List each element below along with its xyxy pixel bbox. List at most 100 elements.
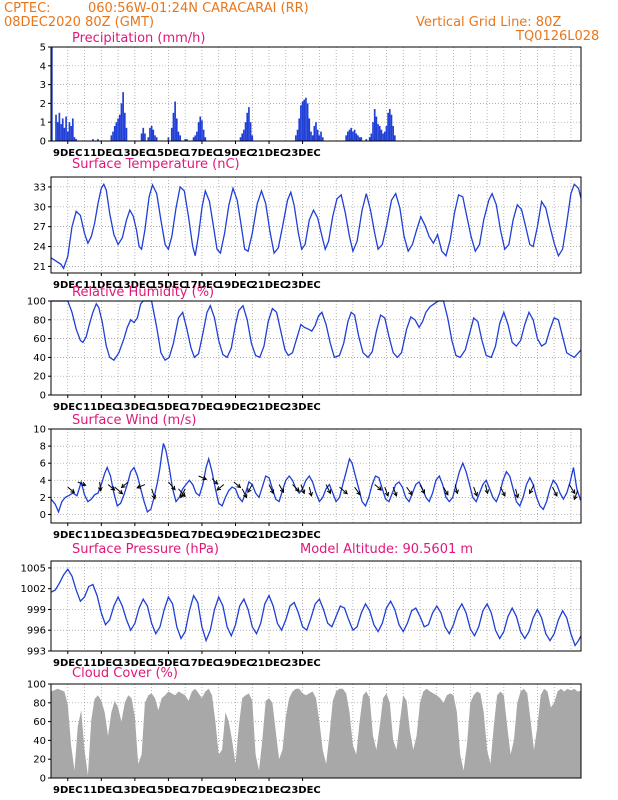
precip-bar <box>315 122 317 141</box>
precip-bar <box>249 122 252 141</box>
x-tick-label: 9DEC <box>53 530 82 541</box>
wind-arrow <box>137 484 146 489</box>
wind-arrow-head <box>110 486 116 491</box>
y-tick-label: 1005 <box>21 563 46 574</box>
precip-bar <box>239 137 242 141</box>
wind-arrow-head <box>308 491 313 497</box>
precip-bar <box>167 137 170 141</box>
precip-bar <box>125 127 128 141</box>
model-altitude-label: Model Altitude: 90.5601 m <box>300 542 473 557</box>
x-tick-label: 11DEC <box>83 148 119 159</box>
wind-arrow-head <box>420 489 426 495</box>
y-tick-label: 0 <box>40 137 46 148</box>
precip-bar <box>357 135 359 141</box>
wind-arrow <box>384 486 389 497</box>
x-tick-label: 19DEC <box>217 280 253 291</box>
x-tick-label: 13DEC <box>117 280 153 291</box>
y-tick-label: 10 <box>33 425 46 436</box>
wind-arrow <box>168 481 176 491</box>
precip-bar <box>348 129 351 141</box>
x-tick-label: 9DEC <box>53 785 82 796</box>
x-tick-label: 23DEC <box>284 530 320 541</box>
y-tick-label: 40 <box>33 353 46 364</box>
precip-bar <box>300 105 302 141</box>
precip-bar <box>150 125 153 141</box>
precip-bar <box>380 129 383 141</box>
panel-title: Surface Pressure (hPa) <box>72 542 219 557</box>
precip-bar <box>170 127 173 141</box>
x-tick-label: 13DEC <box>117 785 153 796</box>
x-tick-label: 11DEC <box>83 402 119 413</box>
y-tick-label: 1 <box>40 118 46 129</box>
wind-arrow <box>278 484 284 493</box>
wind-arrow <box>339 486 348 495</box>
x-tick-label: 11DEC <box>83 530 119 541</box>
precip-bar <box>186 139 188 141</box>
wind-arrow-head <box>247 488 252 494</box>
y-tick-label: 30 <box>33 202 46 213</box>
precip-bar <box>97 139 99 141</box>
x-tick-label: 19DEC <box>217 785 253 796</box>
header-code: TQ0126L028 <box>516 29 600 44</box>
y-tick-label: 60 <box>33 717 46 728</box>
wind-arrow-head <box>501 491 506 497</box>
wind-arrow <box>392 486 397 497</box>
precip-bar <box>243 129 245 141</box>
precip-bar <box>55 114 57 141</box>
y-tick-label: 5 <box>40 43 46 54</box>
wind-arrow <box>180 488 186 498</box>
precip-bar <box>368 137 371 141</box>
wind-arrow-head <box>120 483 126 489</box>
x-tick-label: 15DEC <box>150 402 186 413</box>
wind-arrow-head <box>514 493 520 499</box>
wind-arrow <box>573 490 579 500</box>
precip-bar <box>147 137 150 141</box>
wind-arrow <box>406 486 413 496</box>
precip-bar <box>73 137 76 141</box>
precip-bar <box>390 114 393 141</box>
y-tick-label: 20 <box>33 372 46 383</box>
precip-bar <box>199 116 202 141</box>
y-tick-label: 60 <box>33 334 46 345</box>
x-tick-label: 11DEC <box>83 785 119 796</box>
precip-bar <box>140 133 143 141</box>
precip-bar <box>56 122 59 141</box>
precip-bar <box>118 114 121 141</box>
precip-bar <box>175 118 178 141</box>
x-tick-label: 9DEC <box>53 148 82 159</box>
series-line <box>50 568 582 647</box>
wind-arrow <box>247 484 253 493</box>
wind-arrow <box>473 486 478 497</box>
precip-bar <box>174 101 176 141</box>
y-tick-label: 80 <box>33 315 46 326</box>
x-tick-label: 11DEC <box>83 280 119 291</box>
precip-bar <box>70 125 72 141</box>
panel-frame <box>50 176 582 274</box>
x-tick-label: 11DEC <box>83 658 119 669</box>
panel-title: Surface Wind (m/s) <box>72 413 196 428</box>
precip-bar <box>110 135 113 141</box>
precip-bar <box>377 124 379 141</box>
x-tick-label: 21DEC <box>251 530 287 541</box>
wind-arrow <box>484 484 489 494</box>
x-tick-label: 23DEC <box>284 280 320 291</box>
x-tick-label: 17DEC <box>184 785 220 796</box>
x-tick-label: 21DEC <box>251 658 287 669</box>
x-tick-label: 15DEC <box>150 280 186 291</box>
panel-frame <box>50 560 582 652</box>
panel-title: Cloud Cover (%) <box>72 666 178 681</box>
x-tick-label: 23DEC <box>284 148 320 159</box>
wind-arrow-head <box>300 489 306 495</box>
precip-bar <box>248 107 250 141</box>
precip-bar <box>204 137 207 141</box>
wind-arrow <box>374 484 382 491</box>
precip-bar <box>301 101 304 141</box>
y-tick-label: 21 <box>33 262 46 273</box>
precip-bar <box>295 135 297 141</box>
precip-bar <box>355 133 358 141</box>
precip-bar <box>179 135 181 141</box>
precip-bar <box>152 129 155 141</box>
y-tick-label: 996 <box>27 626 46 637</box>
y-tick-label: 0 <box>40 510 46 521</box>
wind-arrow-head <box>171 485 176 491</box>
